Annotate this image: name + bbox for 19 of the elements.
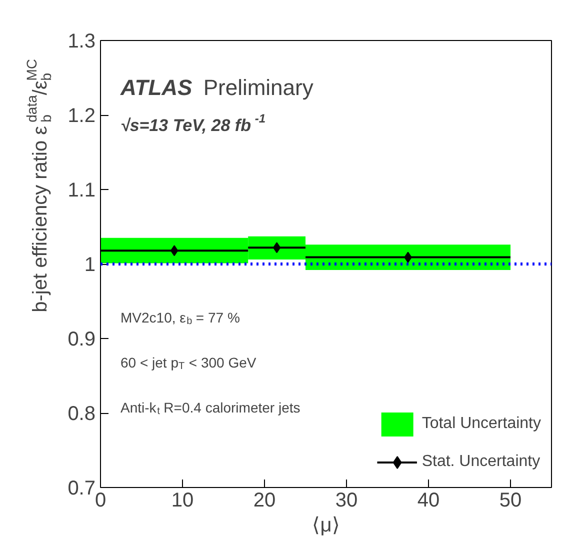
y-tick-label: 1.2 [68,105,96,127]
annotation: √s=13 TeV, 28 fb-1 [120,111,266,135]
y-tick-label: 1.3 [68,30,96,52]
x-tick-label: 10 [171,490,194,512]
y-tick-label: 1.1 [68,180,96,202]
y-tick-label: 0.9 [68,328,96,350]
y-axis-title: b-jet efficiency ratio εbdata/εbMC [24,58,54,312]
x-tick-label: 20 [253,490,276,512]
x-tick-label: 50 [499,490,522,512]
y-tick-label: 0.7 [68,478,96,500]
legend-label: Total Uncertainty [422,415,541,433]
annotation: ATLAS Preliminary [120,75,314,100]
legend-label: Stat. Uncertainty [422,453,540,471]
y-tick-label: 0.8 [68,403,96,425]
x-tick-label: 0 [94,490,106,512]
y-tick-label: 1 [84,254,96,276]
x-axis-title: ⟨μ⟩ [312,514,340,536]
x-tick-label: 40 [417,490,440,512]
x-tick-label: 30 [335,490,358,512]
